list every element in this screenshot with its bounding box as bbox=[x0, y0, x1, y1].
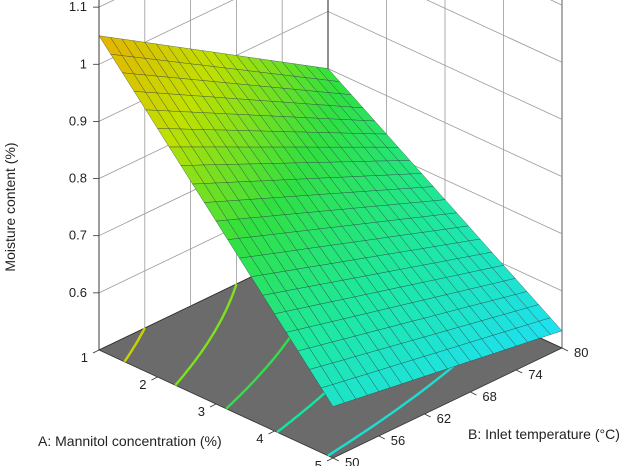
point-group bbox=[327, 0, 329, 69]
z-tick-label: 1 bbox=[80, 56, 87, 71]
y-tick-mark bbox=[470, 391, 477, 396]
x-tick-label: 1 bbox=[81, 350, 88, 365]
y-tick-mark bbox=[561, 347, 569, 352]
x-tick-mark bbox=[326, 457, 334, 462]
y-tick-label: 74 bbox=[528, 367, 542, 382]
surface-group bbox=[98, 35, 563, 407]
y-tick-mark bbox=[516, 369, 523, 374]
y-tick-mark bbox=[332, 457, 340, 462]
z-tick-label: 0.9 bbox=[69, 113, 87, 128]
x-tick-label: 3 bbox=[198, 404, 205, 419]
z-tick-label: 0.6 bbox=[69, 285, 87, 300]
z-tick-label: 1.1 bbox=[69, 0, 87, 14]
y-tick-label: 50 bbox=[345, 455, 359, 466]
z-axis-label: Moisture content (%) bbox=[2, 142, 18, 271]
x-tick-mark bbox=[209, 403, 217, 408]
contour-line bbox=[123, 327, 146, 363]
contour-line bbox=[174, 283, 238, 386]
x-tick-mark bbox=[92, 349, 100, 354]
x-tick-label: 5 bbox=[315, 458, 322, 466]
surface-cell bbox=[321, 384, 345, 407]
x-tick-mark bbox=[268, 430, 275, 435]
wall-grid-line bbox=[98, 0, 563, 8]
y-axis-label: B: Inlet temperature (°C) bbox=[468, 426, 620, 442]
y-tick-mark bbox=[424, 413, 431, 418]
x-tick-mark bbox=[151, 376, 158, 381]
y-tick-mark bbox=[378, 435, 385, 440]
x-tick-label: 2 bbox=[139, 377, 146, 392]
x-axis-label: A: Mannitol concentration (%) bbox=[38, 433, 222, 449]
y-tick-label: 56 bbox=[391, 433, 405, 448]
z-tick-label: 0.8 bbox=[69, 171, 87, 186]
y-tick-label: 80 bbox=[574, 345, 588, 360]
ticks-group: 0.60.70.80.911.11.212345505662687480 bbox=[69, 0, 589, 466]
x-tick-label: 4 bbox=[256, 431, 263, 446]
y-tick-label: 68 bbox=[482, 389, 496, 404]
wall-grid-line bbox=[98, 0, 563, 65]
y-tick-label: 62 bbox=[437, 411, 451, 426]
z-tick-label: 0.7 bbox=[69, 228, 87, 243]
